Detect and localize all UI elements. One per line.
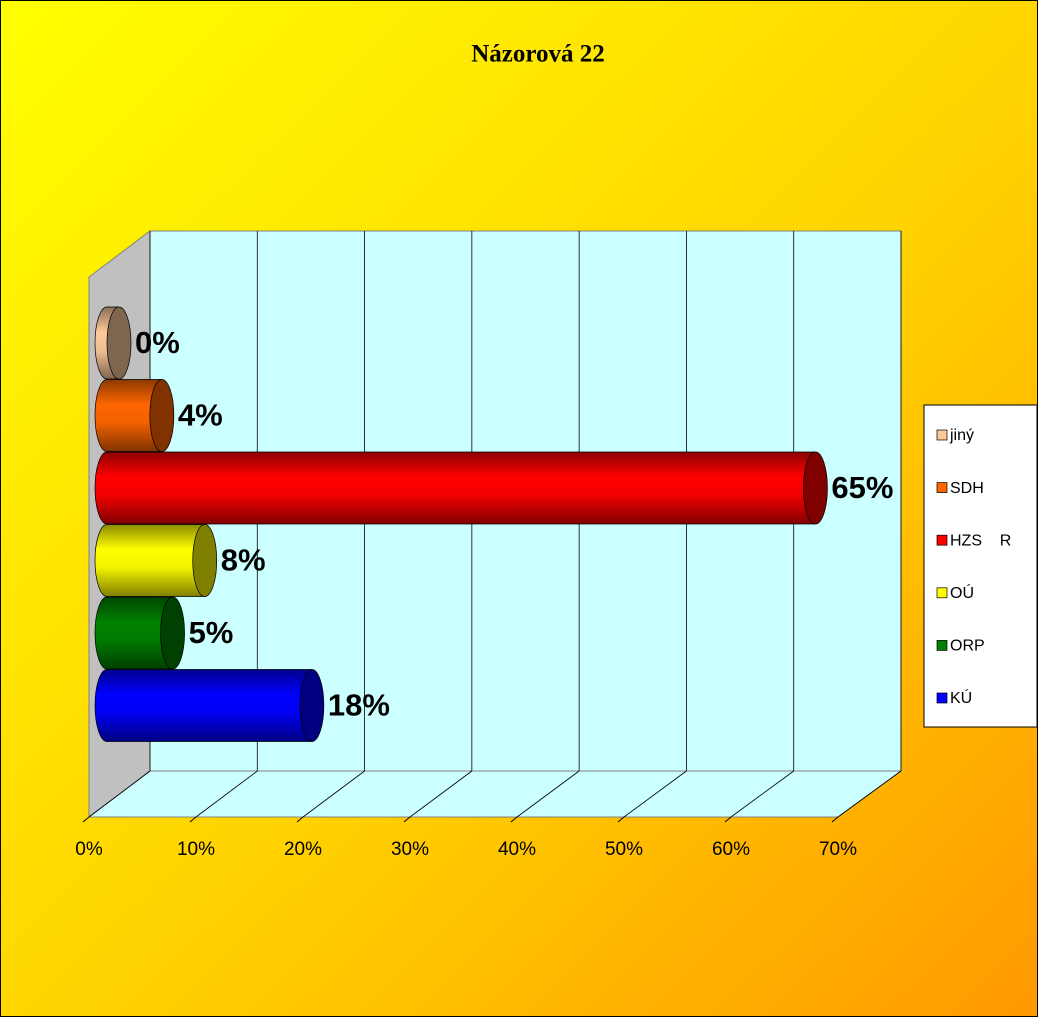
legend-swatch (936, 587, 948, 599)
grid-line (88, 770, 151, 818)
tick-mark (724, 816, 732, 823)
tick-mark (189, 816, 197, 823)
data-label: 5% (189, 615, 234, 650)
x-tick-label: 60% (712, 839, 750, 860)
data-label: 65% (831, 470, 893, 505)
x-tick-label: 0% (75, 839, 103, 860)
grid-line (730, 770, 794, 818)
data-label: 0% (135, 325, 180, 360)
bar-outline (107, 596, 173, 670)
data-label: 4% (178, 398, 223, 433)
x-tick-label: 40% (498, 839, 536, 860)
grid-line (623, 770, 687, 818)
bar-outline (107, 379, 162, 452)
x-tick-label: 50% (605, 839, 643, 860)
legend-label: HZS R (950, 532, 1011, 549)
legend-swatch (936, 692, 948, 704)
tick-mark (296, 816, 304, 823)
legend-swatch (936, 640, 948, 651)
bar (107, 669, 312, 742)
bar-end-cap (803, 451, 828, 525)
bar-end-cap (149, 379, 175, 452)
x-tick-label: 70% (819, 839, 857, 860)
bar-end-cap (106, 306, 132, 380)
x-tick-label: 20% (284, 839, 322, 860)
grid-line (409, 770, 473, 818)
bar-end-cap (192, 524, 218, 597)
grid-line (837, 770, 902, 818)
tick-mark (831, 816, 839, 823)
x-tick-label: 30% (391, 839, 429, 860)
tick-mark (403, 816, 411, 823)
bar-end-cap (160, 596, 185, 670)
legend (923, 404, 1038, 728)
legend-label: OÚ (950, 583, 974, 602)
legend-swatch (936, 534, 948, 546)
data-label: 18% (328, 688, 390, 723)
data-label: 8% (221, 543, 266, 578)
bar-outline (107, 524, 205, 597)
bar-outline (107, 451, 816, 525)
legend-label: SDH (950, 480, 984, 497)
floor (87, 770, 903, 818)
legend-swatch (936, 429, 948, 441)
legend-label: ORP (950, 638, 985, 655)
legend-label: jiný (949, 427, 974, 444)
bar (107, 452, 816, 524)
tick-mark (617, 816, 625, 823)
chart-title: Názorová 22 (471, 41, 605, 68)
tick-mark (82, 816, 90, 823)
x-tick-label: 10% (177, 839, 215, 860)
grid-line (195, 770, 258, 818)
legend-swatch (936, 482, 948, 493)
grid-line (516, 770, 580, 818)
grid-line (302, 770, 365, 818)
bar (107, 524, 205, 597)
bar-outline (107, 306, 119, 380)
bar-outline (107, 669, 312, 742)
legend-label: KÚ (950, 688, 972, 707)
bar-end-cap (299, 669, 325, 742)
tick-mark (510, 816, 518, 823)
